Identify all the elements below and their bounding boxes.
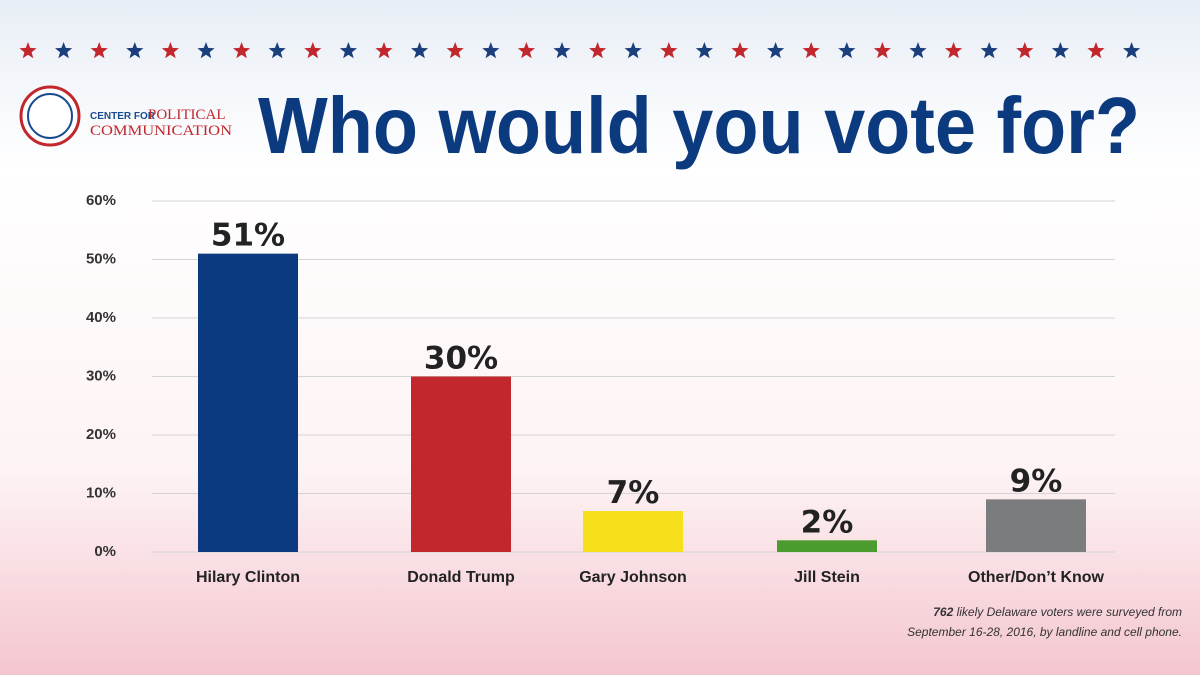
star bbox=[660, 42, 678, 59]
star bbox=[304, 42, 322, 59]
star bbox=[161, 42, 179, 59]
y-tick-label: 30% bbox=[86, 367, 116, 384]
y-tick-label: 60% bbox=[86, 192, 116, 209]
logo-ring bbox=[19, 85, 81, 147]
logo-text: POLITICAL bbox=[148, 107, 226, 123]
star bbox=[19, 42, 37, 59]
star bbox=[55, 42, 73, 59]
footnote: 762 likely Delaware voters were surveyed… bbox=[933, 605, 1182, 619]
star bbox=[482, 42, 500, 59]
logo: CENTER FOR POLITICAL COMMUNICATION bbox=[19, 85, 232, 147]
x-tick-label: Other/Don’t Know bbox=[968, 569, 1105, 586]
star bbox=[909, 42, 927, 59]
star bbox=[589, 42, 607, 59]
y-tick-label: 40% bbox=[86, 309, 116, 326]
value-label: 7% bbox=[607, 475, 660, 511]
star bbox=[197, 42, 215, 59]
star bbox=[945, 42, 963, 59]
y-tick-label: 50% bbox=[86, 250, 116, 267]
star bbox=[1123, 42, 1141, 59]
footnote-count: 762 bbox=[933, 605, 953, 619]
value-label: 2% bbox=[801, 504, 854, 540]
y-tick-label: 10% bbox=[86, 484, 116, 501]
bar bbox=[198, 253, 298, 552]
logo-ring bbox=[27, 93, 73, 139]
bar bbox=[583, 511, 683, 552]
star bbox=[517, 42, 535, 59]
bar bbox=[411, 376, 511, 552]
footnote-text: September 16-28, 2016, by landline and c… bbox=[907, 625, 1182, 639]
star bbox=[553, 42, 571, 59]
star bbox=[980, 42, 998, 59]
star bbox=[1016, 42, 1034, 59]
star bbox=[446, 42, 464, 59]
footnote-text: likely Delaware voters were surveyed fro… bbox=[953, 605, 1182, 619]
star bbox=[731, 42, 749, 59]
y-tick-label: 20% bbox=[86, 426, 116, 443]
x-tick-label: Hilary Clinton bbox=[196, 569, 300, 586]
x-tick-label: Jill Stein bbox=[794, 569, 860, 586]
chart-title: Who would you vote for? bbox=[258, 81, 1140, 170]
star bbox=[624, 42, 642, 59]
logo-text: CENTER FOR bbox=[90, 111, 156, 122]
star bbox=[233, 42, 251, 59]
bar bbox=[777, 540, 877, 552]
star bbox=[268, 42, 286, 59]
bar bbox=[986, 499, 1086, 552]
star bbox=[90, 42, 108, 59]
star bbox=[1051, 42, 1069, 59]
y-tick-label: 0% bbox=[94, 543, 116, 560]
star bbox=[802, 42, 820, 59]
star bbox=[411, 42, 429, 59]
star bbox=[375, 42, 393, 59]
value-label: 9% bbox=[1010, 463, 1063, 499]
logo-text: COMMUNICATION bbox=[90, 123, 232, 139]
value-label: 30% bbox=[424, 341, 498, 377]
star bbox=[339, 42, 357, 59]
star bbox=[873, 42, 891, 59]
value-label: 51% bbox=[211, 218, 285, 254]
star bbox=[838, 42, 856, 59]
star bbox=[126, 42, 144, 59]
star bbox=[767, 42, 785, 59]
star bbox=[1087, 42, 1105, 59]
star bbox=[695, 42, 713, 59]
x-tick-label: Donald Trump bbox=[407, 569, 515, 586]
x-tick-label: Gary Johnson bbox=[579, 569, 687, 586]
star-row bbox=[19, 42, 1141, 59]
